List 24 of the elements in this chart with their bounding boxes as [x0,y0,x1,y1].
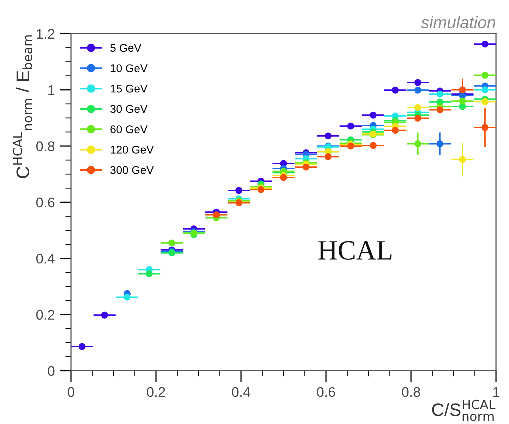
legend-label: 120 GeV [110,146,154,154]
y-tick-label: 0.2 [36,310,55,320]
x-tick-label: 1 [493,387,500,398]
x-axis-title: C/S$^{HCAL}$$_{norm}$ [432,400,496,422]
legend-label: 15 GeV [110,84,148,93]
y-tick-label: 0.8 [36,142,55,152]
x-tick-label: 0.6 [317,387,336,398]
annotation: HCAL [318,241,392,260]
legend-label: 300 GeV [110,166,154,174]
y-tick-label: 1 [48,86,55,96]
legend-label: 10 GeV [110,64,148,72]
x-tick-label: 0.8 [402,387,420,398]
legend-label: 5 GeV [110,44,142,52]
y-tick-label: 0.6 [36,198,55,208]
y-tick-label: 0 [48,366,55,376]
x-tick-label: 0.2 [147,387,166,398]
chart-title: simulation [421,16,496,29]
y-tick-label: 1.2 [37,29,55,39]
legend-label: 30 GeV [110,105,148,114]
y-tick-label: 0.4 [36,254,55,264]
x-tick-label: 0.4 [232,387,251,398]
x-tick-label: 0 [68,387,75,398]
y-axis-title: C$^{HCAL}$$_{norm}$ / E$_{beam}$ [13,36,32,178]
legend-label: 60 GeV [110,126,148,134]
